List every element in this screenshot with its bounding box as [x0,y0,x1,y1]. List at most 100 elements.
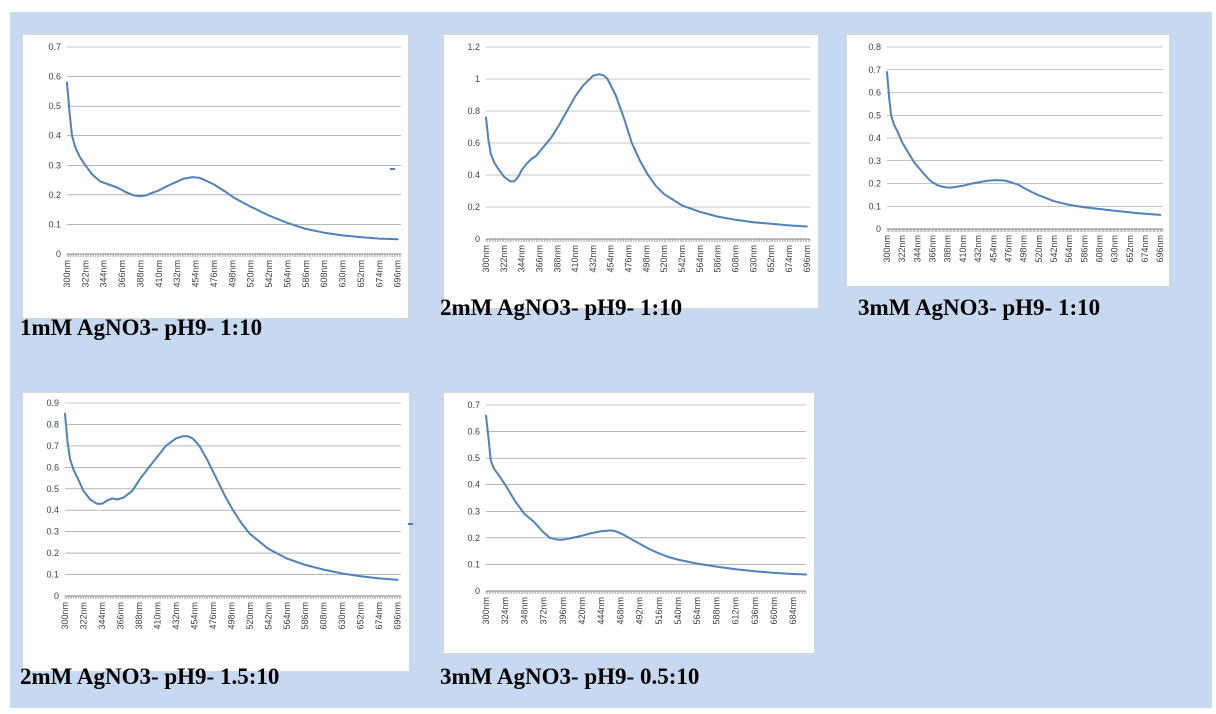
x-tick-label: 432nm [172,260,182,288]
x-tick-label: 322nm [897,235,907,263]
y-tick-label: 0.6 [467,427,480,437]
x-tick-label: 542nm [263,602,273,630]
x-tick-label: 300nm [62,260,72,288]
x-tick-label: 586nm [300,602,310,630]
x-tick-label: 696nm [393,260,403,288]
x-tick-label: 586nm [301,260,311,288]
x-tick-label: 454nm [606,245,616,273]
y-tick-label: 0.3 [48,160,61,170]
y-tick-label: 0.8 [868,42,881,52]
y-tick-label: 0.5 [48,101,61,111]
x-tick-label: 696nm [393,602,403,630]
x-tick-label: 366nm [534,245,544,273]
chart-5-box: 0 0.1 0.2 0.3 0.4 0.5 0.6 0.7 300nm 324nm 348nm 372… [443,392,815,654]
y-tick-label: 0.7 [467,400,480,410]
y-tick-label: 0.5 [467,453,480,463]
x-tick-label: 608nm [319,602,329,630]
x-tick-label: 372nm [539,597,549,625]
y-tick-label: 0.9 [46,398,59,408]
x-tick-label: 564nm [1064,235,1074,263]
x-tick-label: 674nm [374,260,384,288]
x-tick-label: 476nm [209,260,219,288]
x-tick-label: 674nm [784,245,794,273]
x-tick-label: 348nm [519,597,529,625]
x-tick-label: 410nm [958,235,968,263]
chart-1-caption: 1mM AgNO3- pH9- 1:10 [20,315,263,340]
x-tick-label: 366nm [115,602,125,630]
y-tick-label: 0 [54,591,59,601]
x-tick-label: 324nm [500,597,510,625]
x-tick-label: 652nm [766,245,776,273]
chart-2-box: 0 0.2 0.4 0.6 0.8 1 1.2 300nm 322nm 344nm 366nm 388… [443,34,819,309]
y-tick-label: 0.7 [868,65,881,75]
y-tick-label: 0.1 [46,570,59,580]
x-tick-label: 520nm [1034,235,1044,263]
y-tick-label: 1 [475,74,480,84]
y-tick-label: 0.2 [868,179,881,189]
y-tick-label: 0.2 [467,533,480,543]
y-tick-label: 0.8 [467,106,480,116]
y-tick-label: 0.3 [467,506,480,516]
y-tick-label: 0.2 [48,190,61,200]
x-tick-label: 410nm [570,245,580,273]
y-tick-label: 0.8 [46,419,59,429]
y-tick-label: 1.2 [467,42,480,52]
y-tick-label: 0.4 [868,133,881,143]
x-tick-label: 388nm [134,602,144,630]
x-tick-label: 322nm [499,245,509,273]
y-tick-label: 0.5 [868,110,881,120]
x-tick-label: 674nm [1140,235,1150,263]
x-tick-label: 388nm [943,235,953,263]
y-tick-label: 0 [56,249,61,259]
chart-1-box: 0 0.1 0.2 0.3 0.4 0.5 0.6 0.7 300nm 322nm 344nm 366… [22,34,409,319]
x-tick-label: 520nm [659,245,669,273]
x-tick-label: 396nm [558,597,568,625]
x-tick-label: 542nm [1049,235,1059,263]
x-tick-label: 608nm [1095,235,1105,263]
chart-3-svg: 0 0.1 0.2 0.3 0.4 0.5 0.6 0.7 0.8 300nm 322nm 344nm… [868,42,1165,263]
x-tick-label: 410nm [154,260,164,288]
x-tick-label: 564nm [282,260,292,288]
chart-3-caption: 3mM AgNO3- pH9- 1:10 [858,295,1101,320]
x-tick-label: 432nm [588,245,598,273]
y-tick-label: 0.6 [868,88,881,98]
x-tick-label: 542nm [264,260,274,288]
x-tick-label: 432nm [171,602,181,630]
x-tick-label: 630nm [748,245,758,273]
x-tick-label: 344nm [99,260,109,288]
y-tick-label: 0.6 [48,72,61,82]
x-tick-label: 410nm [152,602,162,630]
y-tick-label: 0 [475,234,480,244]
y-tick-label: 0.1 [48,219,61,229]
x-tick-label: 300nm [481,245,491,273]
x-tick-label: 498nm [1019,235,1029,263]
x-tick-label: 608nm [730,245,740,273]
chart-4-box: 0 0.1 0.2 0.3 0.4 0.5 0.6 0.7 0.8 0.9 300nm 322nm 34… [22,392,410,672]
x-tick-label: 300nm [60,602,70,630]
x-tick-label: 300nm [882,235,892,263]
x-tick-label: 564nm [282,602,292,630]
x-tick-label: 366nm [117,260,127,288]
x-tick-label: 540nm [673,597,683,625]
x-tick-label: 520nm [245,602,255,630]
y-tick-label: 0.7 [46,441,59,451]
y-tick-label: 0.3 [868,156,881,166]
y-tick-label: 0.4 [48,131,61,141]
x-tick-label: 300nm [481,597,491,625]
chart-5-caption: 3mM AgNO3- pH9- 0.5:10 [440,664,700,689]
x-tick-label: 476nm [208,602,218,630]
x-tick-label: 454nm [988,235,998,263]
chart-3-box: 0 0.1 0.2 0.3 0.4 0.5 0.6 0.7 0.8 300nm 322nm 344nm… [846,34,1170,287]
x-tick-label: 498nm [641,245,651,273]
x-tick-label: 498nm [227,260,237,288]
y-tick-label: 0.4 [467,170,480,180]
x-tick-label: 420nm [577,597,587,625]
x-tick-label: 630nm [338,260,348,288]
chart-1-svg: 0 0.1 0.2 0.3 0.4 0.5 0.6 0.7 300nm 322nm 344nm 366… [48,42,403,288]
x-tick-label: 674nm [374,602,384,630]
chart-4-dash-mark [408,523,413,525]
x-tick-label: 432nm [973,235,983,263]
chart-2-caption: 2mM AgNO3- pH9- 1:10 [440,295,683,320]
y-tick-label: 0.5 [46,484,59,494]
